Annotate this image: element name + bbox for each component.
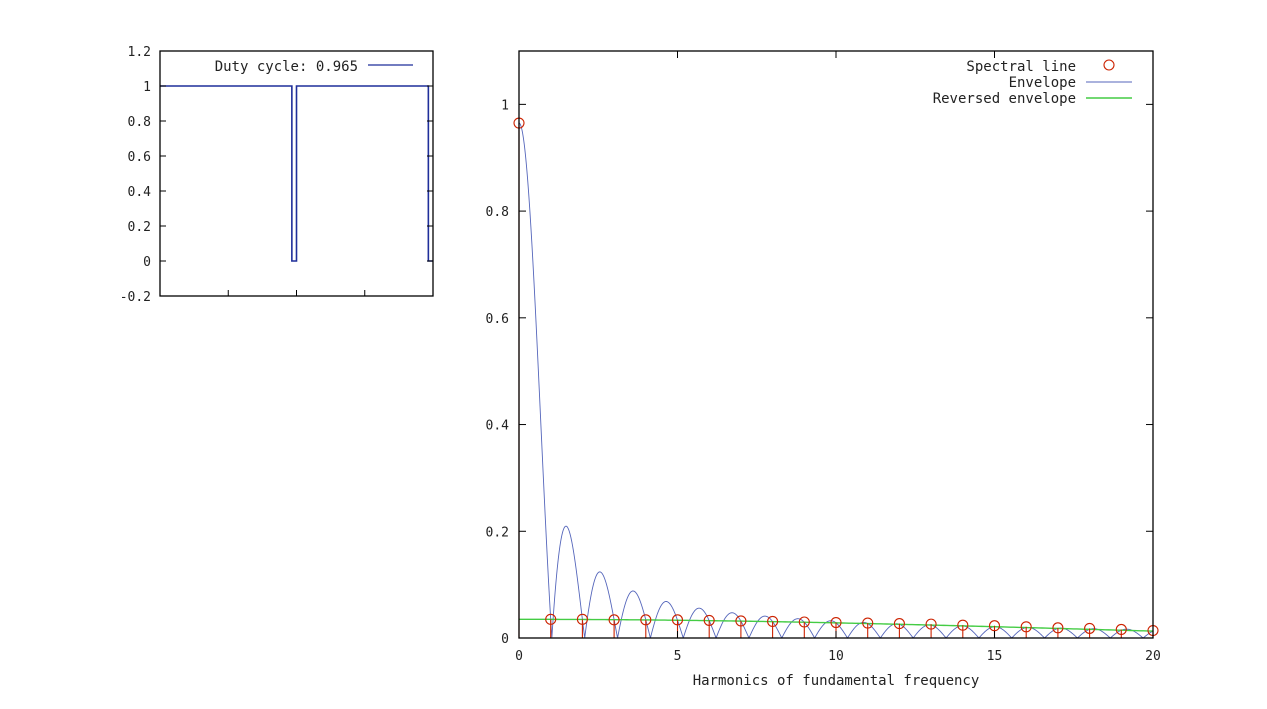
legend-label-envelope: Envelope [1009,75,1076,91]
waveform-plot-area [160,85,433,262]
spectral-line-point [1020,621,1032,633]
waveform-y-tick-label: 1.2 [128,45,151,60]
spectrum-y-tick-label: 0 [501,632,509,647]
spectral-line-point [925,618,937,630]
spectral-line-point [862,617,874,629]
spectral-line-point [576,613,588,625]
spectral-line-point [830,616,842,629]
spectrum-x-axis: 0 5 10 15 20 [515,51,1161,664]
spectral-line-point [608,614,620,626]
spectral-line-point [1052,622,1064,634]
waveform-series-line [160,85,433,262]
waveform-legend-label: Duty cycle: 0.965 [215,59,358,75]
waveform-y-tick-label: 0.4 [128,185,152,200]
spectrum-x-tick-label: 15 [987,649,1003,664]
spectrum-panel: 0 0.2 0.4 0.6 0.8 1 0 5 10 15 20 Harmonics of fun… [486,50,1161,689]
spectrum-frame [518,50,1154,639]
waveform-y-axis: -0.2 0 0.2 0.4 0.6 0.8 1 1.2 [120,45,433,305]
legend-swatch-spectral-line [1103,59,1115,71]
spectrum-x-axis-label: Harmonics of fundamental frequency [693,673,980,689]
waveform-y-tick-label: 0.8 [128,115,151,130]
spectral-line-point [957,619,969,631]
legend-label-reversed-envelope: Reversed envelope [933,91,1076,107]
spectral-line-point [1115,623,1127,636]
waveform-frame [159,50,434,297]
spectrum-y-tick-label: 0.4 [486,419,510,434]
legend-label-spectral-line: Spectral line [966,59,1076,75]
spectrum-x-tick-label: 5 [674,649,682,664]
waveform-x-axis [227,290,366,296]
spectral-line-point [893,618,905,630]
spectrum-y-tick-label: 0.6 [486,312,509,327]
spectral-line-point [1084,622,1096,634]
spectrum-y-tick-label: 1 [501,98,509,113]
waveform-legend: Duty cycle: 0.965 [215,59,413,75]
spectrum-x-tick-label: 0 [515,649,523,664]
spectral-line-point [798,616,810,628]
waveform-panel: -0.2 0 0.2 0.4 0.6 0.8 1 1.2 Duty cycle: 0.965 [120,45,434,305]
waveform-y-tick-label: 1 [143,80,151,95]
spectral-line-point [703,614,715,626]
spectrum-legend: Spectral line Envelope Reversed envelope [933,59,1132,107]
waveform-y-tick-label: -0.2 [120,290,151,305]
spectral-line-point [545,613,557,625]
spectral-line-point [671,614,684,626]
waveform-y-tick-label: 0.6 [128,150,151,165]
spectrum-x-tick-label: 20 [1145,649,1161,664]
spectrum-x-tick-label: 10 [828,649,844,664]
spectral-line-point [767,615,779,628]
spectral-line-point [640,614,652,626]
spectral-line-point [735,615,747,627]
spectrum-y-axis: 0 0.2 0.4 0.6 0.8 1 [486,98,1153,647]
waveform-y-tick-label: 0 [143,255,151,270]
envelope-line-group [518,122,1154,639]
envelope-line [518,122,1154,639]
spectral-line-stems [513,117,1159,638]
waveform-y-tick-label: 0.2 [128,220,151,235]
spectrum-y-tick-label: 0.2 [486,525,509,540]
spectral-line-point [988,620,1001,632]
spectrum-y-tick-label: 0.8 [486,205,509,220]
